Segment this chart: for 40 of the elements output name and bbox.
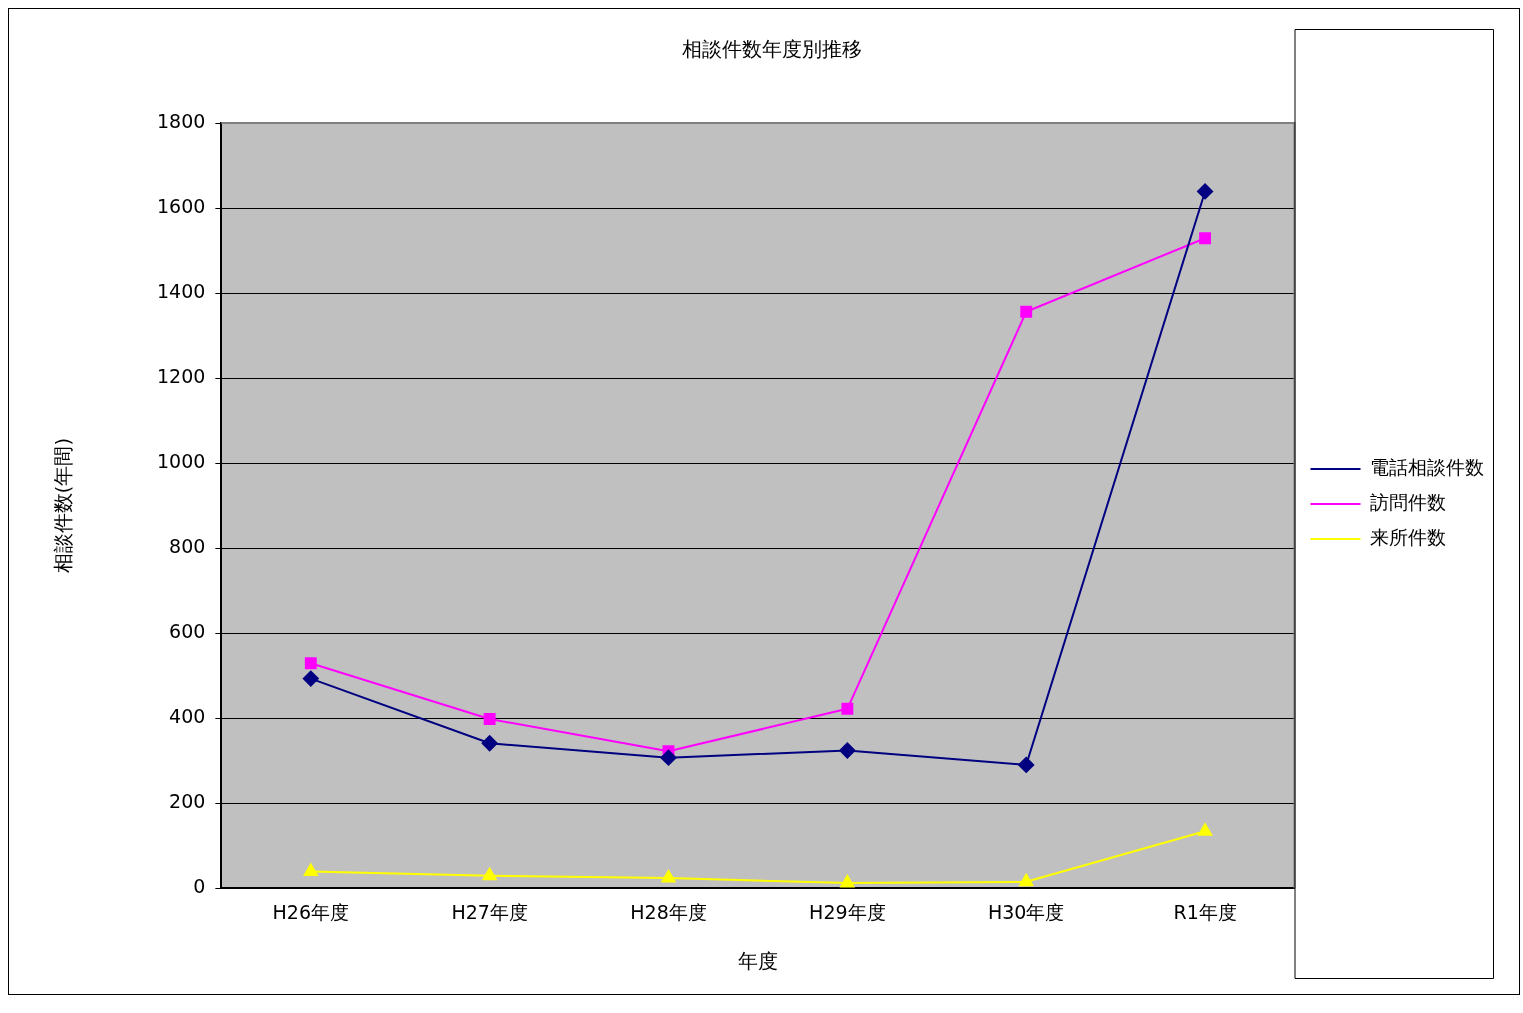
y-tick-label: 1200 [156,365,206,387]
point [660,749,677,766]
point [1199,232,1212,245]
chart-frame: 年度 相談件数(年間) 電話相談件数 訪問件数 来所件数 相談件数年度別推移 H26年度 H27年度 H28年度 H29年度 H30年度 R1年度 0 200 400 600 800 1000 1200 1400 1600 1800 [8,8,1520,995]
point [841,702,854,715]
chart-title: 相談件数年度別推移 [681,37,862,62]
point [1197,183,1214,200]
point [1198,823,1213,836]
point [661,870,676,883]
x-tick-label: H28年度 [630,900,707,923]
y-tick-label: 400 [169,705,206,728]
point [303,863,318,877]
point [302,670,319,687]
y-tick-label: 600 [169,620,206,643]
y-tick-label: 0 [193,875,206,898]
y-tick-label: 1800 [156,109,206,132]
y-tick-label: 800 [169,535,206,558]
y-tick-label: 1000 [156,450,206,473]
point [1019,873,1034,887]
point [304,657,317,670]
x-tick-label: H26年度 [272,900,350,923]
point [482,867,497,881]
point [839,742,856,759]
x-tick-label: R1年度 [1173,900,1237,923]
point [483,713,496,725]
x-axis-title: 年度 [737,949,778,974]
legend-label: 訪問件数 [1370,490,1446,513]
point [840,875,855,888]
x-tick-label: H27年度 [451,900,528,923]
point [1018,756,1035,773]
y-tick-label: 200 [169,790,206,813]
y-axis-title: 相談件数(年間) [51,437,76,574]
legend-label: 電話相談件数 [1370,455,1484,478]
y-tick-label: 1400 [156,279,206,302]
point [481,735,498,752]
y-tick-label: 1600 [156,194,206,217]
point [1020,305,1033,318]
x-tick-label: H29年度 [809,900,886,923]
x-tick-label: H30年度 [987,900,1065,923]
legend-label: 来所件数 [1370,525,1446,548]
